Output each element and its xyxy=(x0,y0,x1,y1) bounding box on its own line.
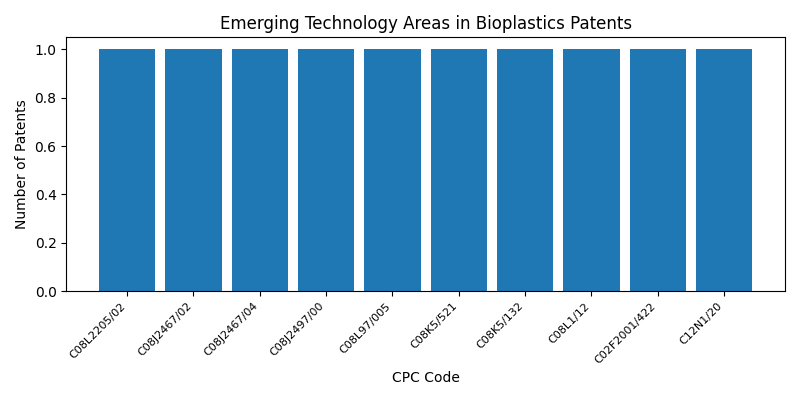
Bar xyxy=(497,50,554,291)
Y-axis label: Number of Patents: Number of Patents xyxy=(15,99,29,229)
Bar xyxy=(99,50,155,291)
Bar xyxy=(630,50,686,291)
Bar xyxy=(232,50,288,291)
Bar xyxy=(563,50,620,291)
Bar xyxy=(298,50,354,291)
X-axis label: CPC Code: CPC Code xyxy=(392,371,459,385)
Bar xyxy=(364,50,421,291)
Bar xyxy=(696,50,752,291)
Bar xyxy=(430,50,487,291)
Bar xyxy=(166,50,222,291)
Title: Emerging Technology Areas in Bioplastics Patents: Emerging Technology Areas in Bioplastics… xyxy=(219,15,632,33)
